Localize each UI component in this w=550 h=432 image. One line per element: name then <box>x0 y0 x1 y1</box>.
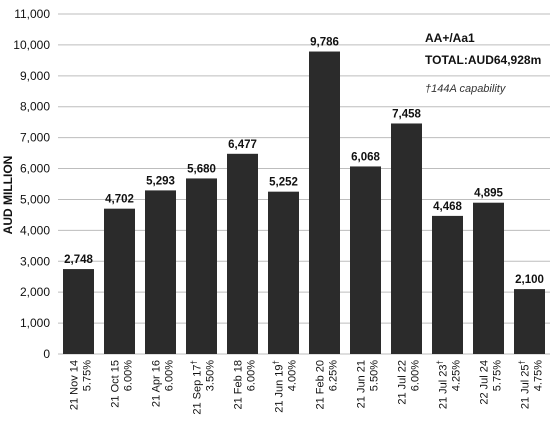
y-tick-label: 11,000 <box>14 7 50 21</box>
x-tick-coupon: 4.25% <box>451 360 463 391</box>
x-tick-mark: † <box>435 360 444 364</box>
bar <box>514 289 545 354</box>
x-tick-date: 21 Jun 21 <box>356 360 368 408</box>
x-tick-coupon: 5.50% <box>369 360 381 391</box>
bar <box>145 190 176 354</box>
bar <box>268 191 299 354</box>
x-tick-date-text: 21 Jun 21 <box>356 360 368 408</box>
annotations: AA+/Aa1 TOTAL:AUD64,928m †144A capabilit… <box>425 31 541 95</box>
bar-value-label: 6,477 <box>228 139 257 151</box>
bar-value-label: 4,702 <box>105 194 134 206</box>
x-tick-date: 21 Jul 25† <box>517 360 532 409</box>
x-tick-date: 21 Jun 19† <box>271 360 286 413</box>
y-tick-label: 1,000 <box>20 316 50 330</box>
x-tick-date: 21 Feb 20 <box>315 360 327 410</box>
y-tick-label: 0 <box>43 347 50 361</box>
x-tick-date: 21 Nov 14 <box>69 360 81 410</box>
value-labels: 2,748 4,702 5,293 5,680 6,477 5,252 9,786 6,068… <box>64 37 544 287</box>
x-tick-date-text: 21 Jul 23 <box>438 364 450 409</box>
bar <box>432 215 463 354</box>
x-tick-coupon: 6.00% <box>410 360 422 391</box>
x-tick-label: 21 Sep 17† 3.50% <box>189 360 217 415</box>
bar-value-label: 5,680 <box>187 163 216 175</box>
bar-value-label: 2,100 <box>515 274 544 286</box>
x-tick-date-text: 21 Oct 15 <box>110 360 122 408</box>
x-tick-date-text: 21 Jul 25 <box>520 364 532 409</box>
x-tick-coupon: 3.50% <box>205 360 217 391</box>
x-tick-label: 22 Jul 24 5.75% <box>479 360 504 405</box>
x-tick-label: 21 Feb 20 6.25% <box>315 360 340 410</box>
bar <box>473 202 504 354</box>
x-tick-date: 21 Apr 16 <box>151 360 163 407</box>
rating-annotation: AA+/Aa1 <box>425 31 475 45</box>
y-axis-ticks: 0 1,000 2,000 3,000 4,000 5,000 6,000 7,000 8,00… <box>13 7 50 361</box>
x-tick-date: 22 Jul 24 <box>479 360 491 405</box>
x-tick-date-text: 22 Jul 24 <box>479 360 491 405</box>
footnote-annotation: †144A capability <box>425 83 507 95</box>
x-tick-label: 21 Oct 15 6.00% <box>110 360 135 408</box>
x-tick-label: 21 Jul 25† 4.75% <box>517 360 545 409</box>
x-tick-date: 21 Sep 17† <box>189 360 204 415</box>
x-tick-coupon: 5.75% <box>82 360 94 391</box>
x-tick-coupon: 6.00% <box>246 360 258 391</box>
bar-value-label: 5,252 <box>269 177 298 189</box>
x-tick-label: 21 Apr 16 6.00% <box>151 360 176 407</box>
bar-value-label: 2,748 <box>64 254 93 266</box>
bar-value-label: 6,068 <box>351 151 380 163</box>
bar-value-label: 7,458 <box>392 108 421 120</box>
x-tick-label: 21 Nov 14 5.75% <box>69 360 94 410</box>
x-tick-coupon: 4.75% <box>533 360 545 391</box>
x-tick-label: 21 Jul 22 6.00% <box>397 360 422 405</box>
x-tick-date-text: 21 Sep 17 <box>192 364 204 414</box>
bars <box>63 51 545 355</box>
y-tick-label: 5,000 <box>20 192 50 206</box>
bar-value-label: 4,895 <box>474 188 503 200</box>
y-tick-label: 7,000 <box>20 131 50 145</box>
x-tick-coupon: 6.25% <box>328 360 340 391</box>
x-tick-date-text: 21 Jun 19 <box>274 364 286 412</box>
x-tick-coupon: 4.00% <box>287 360 299 391</box>
bar <box>309 51 340 355</box>
x-tick-date-text: 21 Jul 22 <box>397 360 409 405</box>
x-tick-coupon: 6.00% <box>123 360 135 391</box>
x-tick-label: 21 Jun 19† 4.00% <box>271 360 299 413</box>
total-annotation: TOTAL:AUD64,928m <box>425 53 541 67</box>
x-tick-date: 21 Jul 23† <box>435 360 450 409</box>
y-tick-label: 6,000 <box>20 162 50 176</box>
y-tick-label: 10,000 <box>13 38 50 52</box>
bar-value-label: 5,293 <box>146 175 175 187</box>
bar <box>227 153 258 354</box>
y-tick-label: 4,000 <box>20 223 50 237</box>
x-tick-label: 21 Jun 21 5.50% <box>356 360 381 409</box>
x-tick-label: 21 Feb 18 6.00% <box>233 360 258 410</box>
y-tick-label: 9,000 <box>20 69 50 83</box>
x-tick-date-text: 21 Feb 20 <box>315 360 327 410</box>
bar <box>350 166 381 354</box>
x-tick-mark: † <box>271 360 280 364</box>
bar-value-label: 9,786 <box>310 37 339 49</box>
x-tick-mark: † <box>517 360 526 364</box>
bar <box>63 269 94 354</box>
y-tick-label: 2,000 <box>20 285 50 299</box>
x-tick-date-text: 21 Feb 18 <box>233 360 245 410</box>
x-tick-date: 21 Oct 15 <box>110 360 122 408</box>
x-tick-coupon: 6.00% <box>164 360 176 391</box>
y-axis-label: AUD MILLION <box>1 156 15 235</box>
x-tick-date: 21 Feb 18 <box>233 360 245 410</box>
x-tick-mark: † <box>189 360 198 364</box>
x-tick-date-text: 21 Apr 16 <box>151 360 163 407</box>
x-tick-date: 21 Jul 22 <box>397 360 409 405</box>
bar <box>104 208 135 354</box>
x-axis-ticks: 21 Nov 14 5.75% 21 Oct 15 6.00% 21 Apr 16 6.0… <box>69 360 545 415</box>
bar <box>186 178 217 354</box>
bar-value-label: 4,468 <box>433 201 462 213</box>
x-tick-coupon: 5.75% <box>492 360 504 391</box>
x-tick-date-text: 21 Nov 14 <box>69 360 81 410</box>
gridlines <box>58 13 550 355</box>
y-tick-label: 8,000 <box>20 100 50 114</box>
bar <box>391 123 422 354</box>
y-tick-label: 3,000 <box>20 254 50 268</box>
x-tick-label: 21 Jul 23† 4.25% <box>435 360 463 409</box>
